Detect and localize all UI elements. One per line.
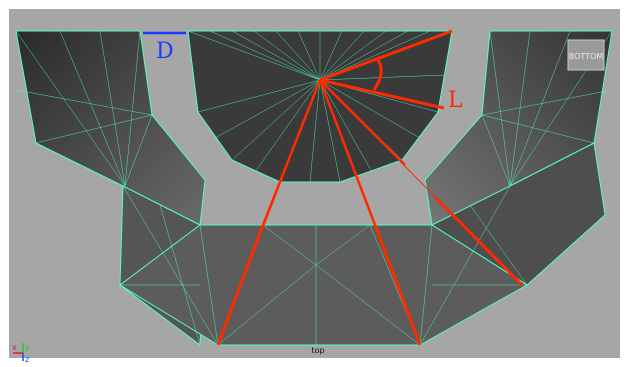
- view-cube[interactable]: BOTTOM: [566, 38, 606, 72]
- axis-indicator: x y z: [11, 341, 37, 363]
- red-annotation-lines: [216, 29, 524, 346]
- axis-y-label: y: [25, 343, 30, 352]
- axis-z-label: z: [25, 355, 29, 363]
- camera-name-label: top: [311, 346, 325, 355]
- label-l: L: [448, 88, 463, 113]
- view-cube-label: BOTTOM: [569, 52, 604, 61]
- axis-x-label: x: [12, 343, 17, 352]
- label-d: D: [156, 39, 174, 64]
- right-mesh-piece: [424, 30, 613, 286]
